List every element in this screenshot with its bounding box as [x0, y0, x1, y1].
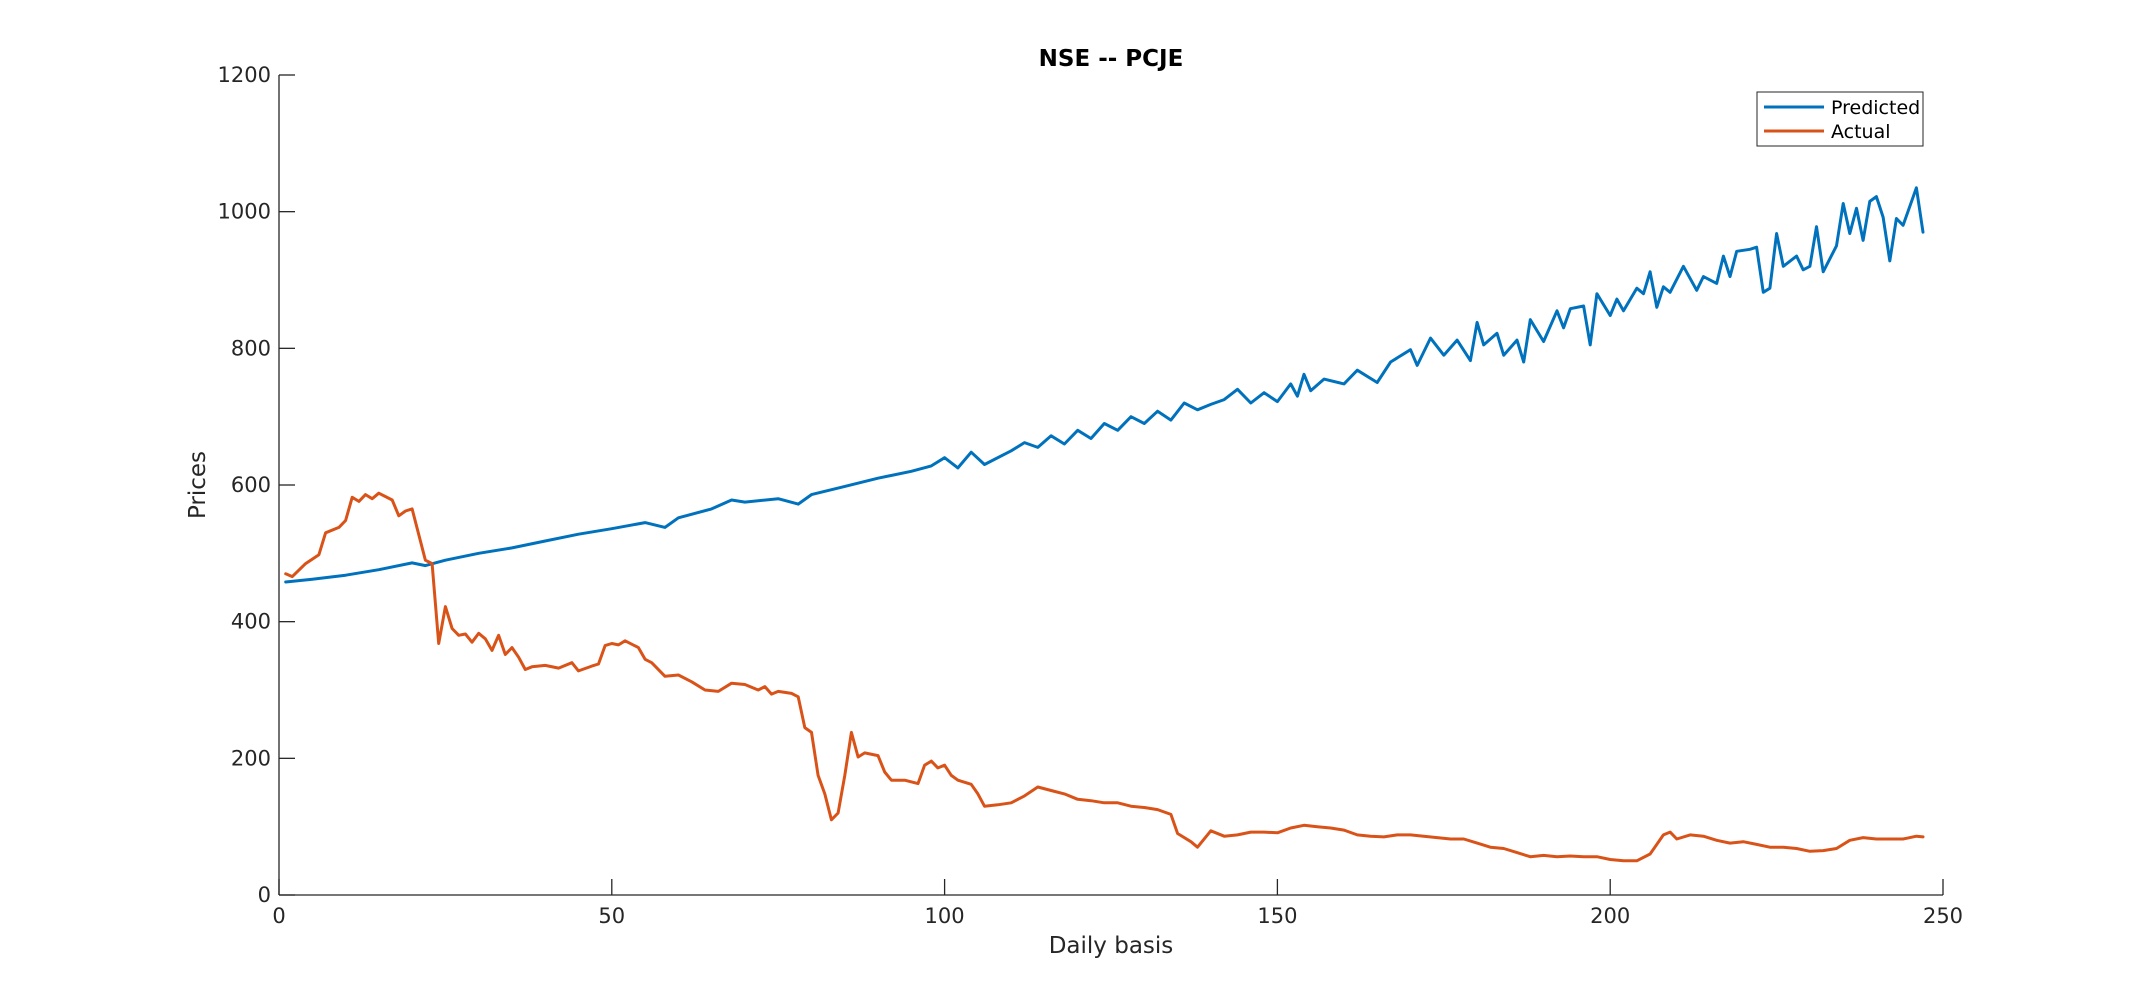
x-axis-label: Daily basis [1049, 933, 1174, 959]
y-axis-label: Prices [185, 451, 211, 519]
legend: Predicted Actual [1756, 91, 1924, 147]
x-tick-label: 200 [1590, 904, 1630, 928]
x-axis-ticks: 0 50 100 150 200 250 [272, 879, 1963, 928]
y-tick-label: 600 [231, 473, 271, 497]
series-layer [284, 186, 1925, 863]
chart-title: NSE -- PCJE [1039, 46, 1184, 72]
y-tick-label: 200 [231, 746, 271, 770]
y-tick-label: 1200 [218, 63, 271, 87]
x-tick-label: 250 [1923, 904, 1963, 928]
x-tick-label: 150 [1257, 904, 1297, 928]
legend-label-predicted: Predicted [1831, 97, 1920, 119]
plot-area [279, 75, 1943, 895]
x-tick-label: 100 [925, 904, 965, 928]
legend-box [1756, 91, 1924, 147]
y-axis-ticks: 0 200 400 600 800 1000 1200 [218, 63, 295, 907]
x-tick-label: 50 [598, 904, 625, 928]
y-tick-label: 400 [231, 610, 271, 634]
x-tick-label: 0 [272, 904, 285, 928]
y-tick-label: 0 [258, 883, 271, 907]
y-tick-label: 1000 [218, 200, 271, 224]
y-tick-label: 800 [231, 336, 271, 360]
series-line-actual [284, 491, 1925, 863]
legend-label-actual: Actual [1831, 121, 1891, 143]
series-line-predicted [284, 186, 1925, 584]
